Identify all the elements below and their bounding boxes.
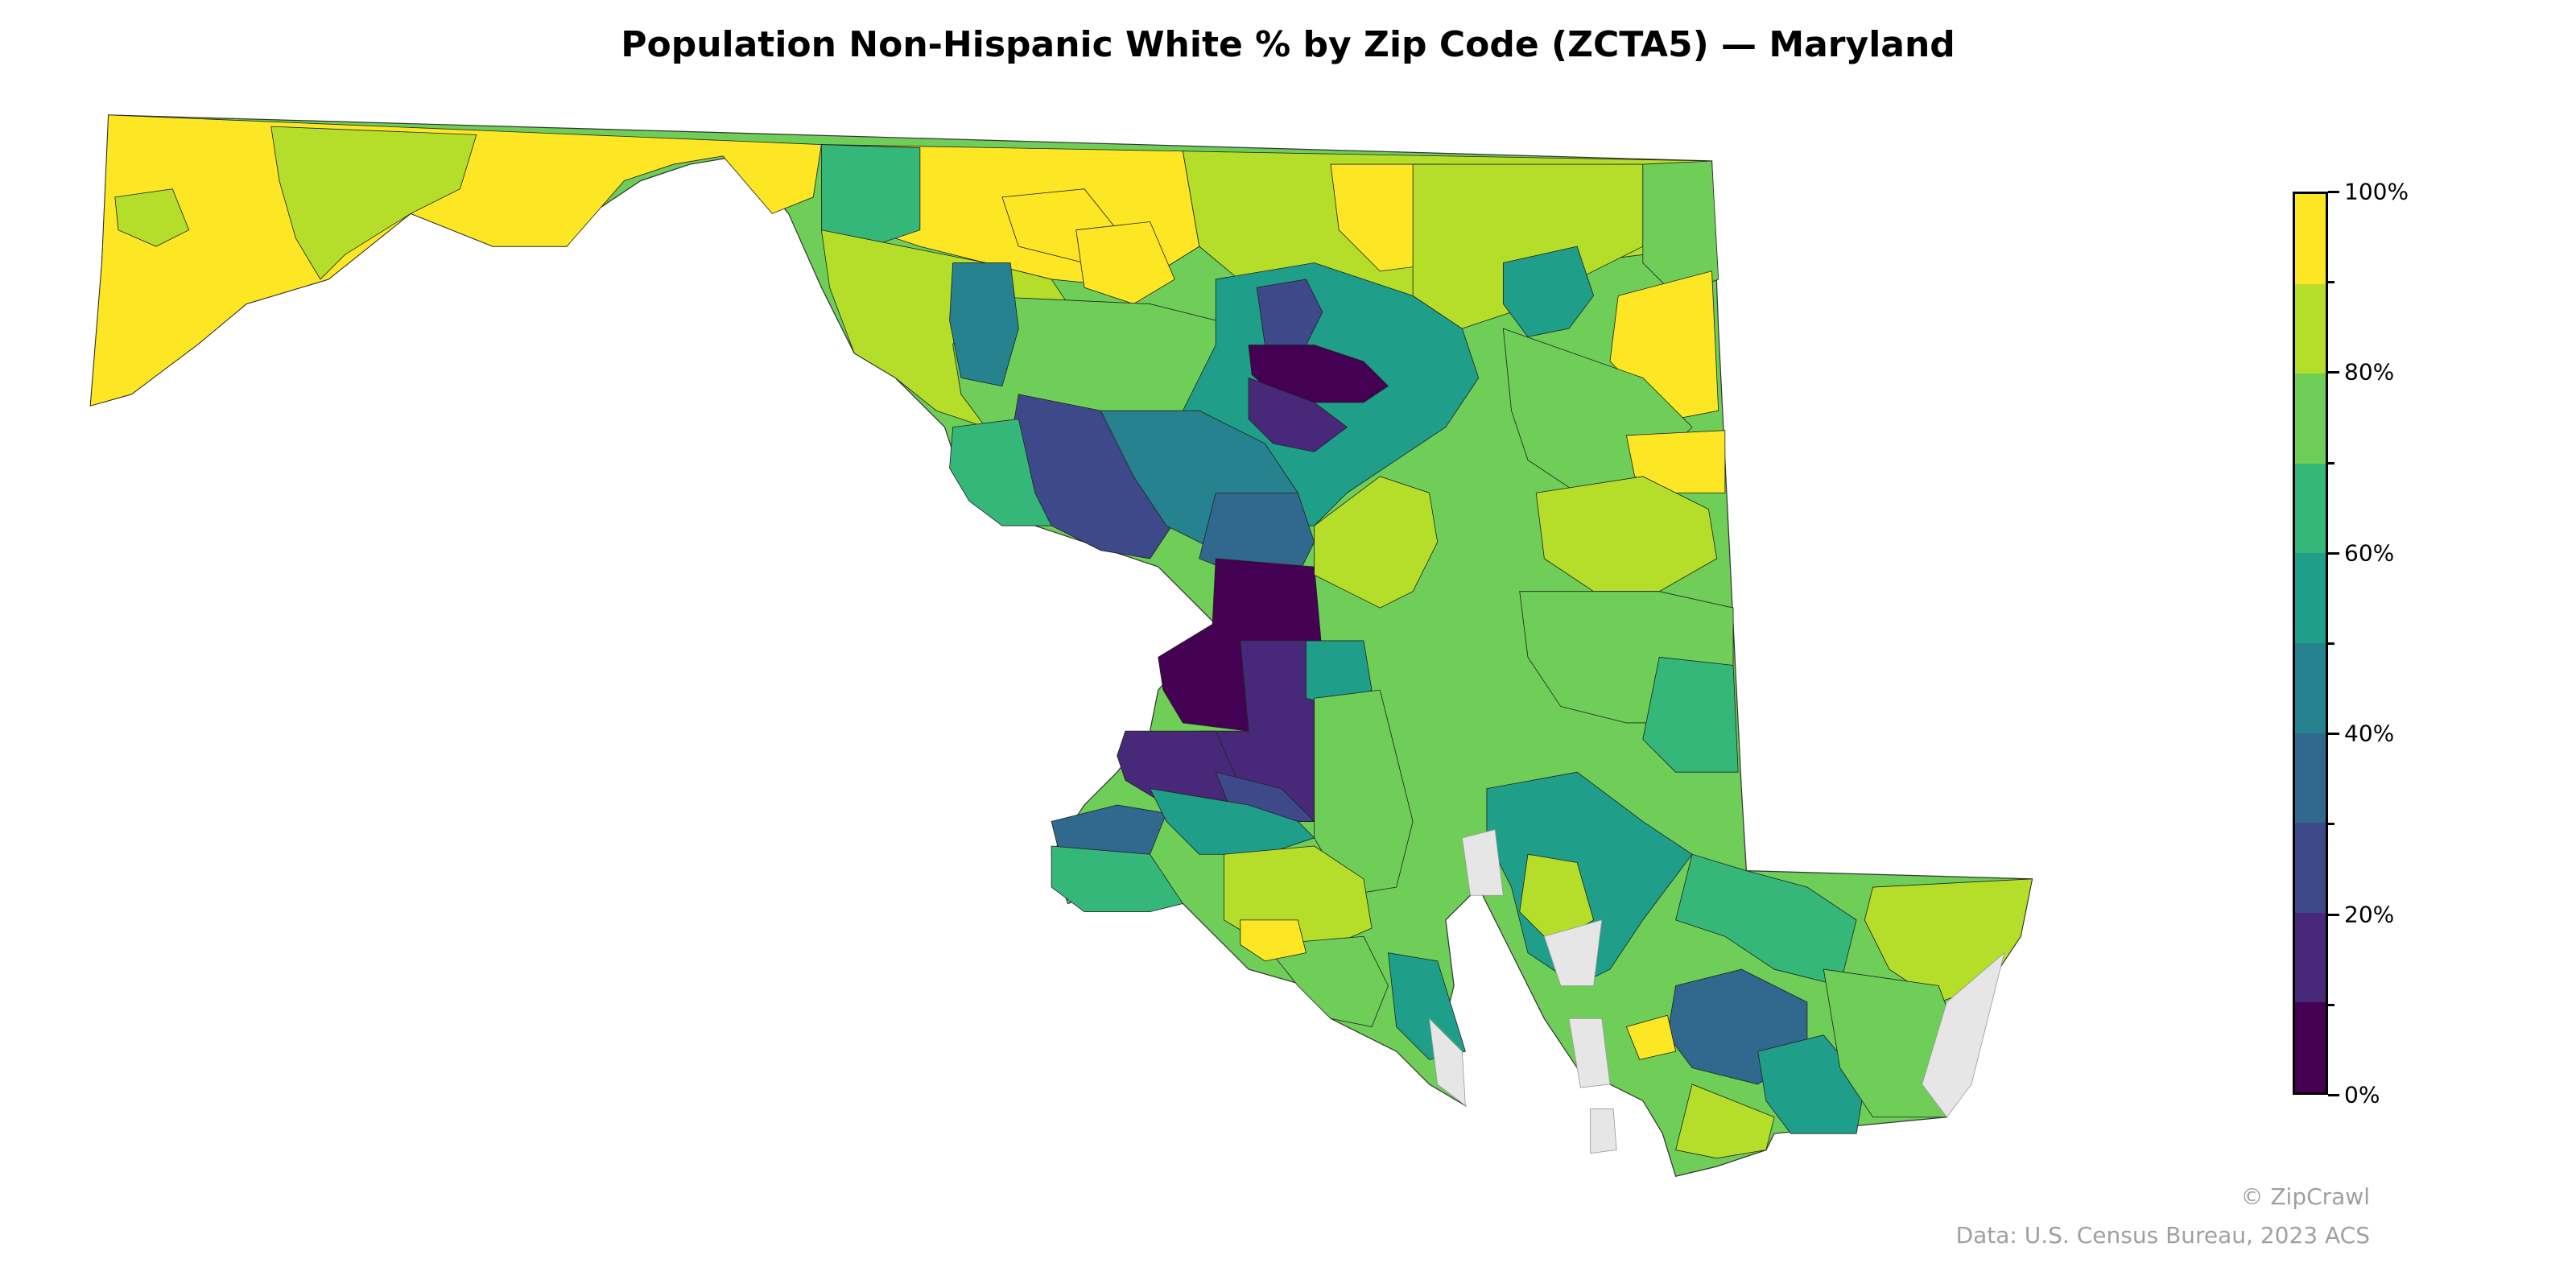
zip-region-baltimore-city-dark xyxy=(1248,345,1389,403)
copyright-text: © ZipCrawl xyxy=(2240,1183,2370,1210)
zip-region-washington-green-patch xyxy=(114,188,190,247)
zip-region-somerset-teal xyxy=(1757,1034,1865,1134)
zip-region-charles-south-teal xyxy=(1149,788,1315,855)
zip-region-baltimore-city-purple xyxy=(1248,377,1348,452)
zip-region-hancock-green xyxy=(270,126,477,280)
no-data-areas xyxy=(1428,829,2005,1154)
data-source-text: Data: U.S. Census Bureau, 2023 ACS xyxy=(1955,1222,2370,1249)
no-data-area xyxy=(1590,1108,1617,1154)
colorbar-minor-tick xyxy=(2328,461,2334,464)
colorbar-minor-tick xyxy=(2328,642,2334,645)
colorbar-minor-tick xyxy=(2328,823,2334,826)
colorbar-tick-label: 80% xyxy=(2344,358,2395,386)
zip-region-somerset-green xyxy=(1675,1084,1775,1159)
zip-region-hagerstown-teal xyxy=(821,144,921,247)
zip-region-central-yellow-2 xyxy=(1075,221,1175,304)
zip-region-dorchester-teal xyxy=(1486,771,1693,986)
colorbar xyxy=(2293,192,2328,1095)
zip-region-kent-yellow xyxy=(1625,430,1726,493)
colorbar-tick-label: 40% xyxy=(2344,720,2395,747)
zip-region-queen-annes-green xyxy=(1535,476,1718,592)
zip-regions xyxy=(89,114,2033,1159)
no-data-area xyxy=(1568,1018,1611,1088)
colorbar-major-tick xyxy=(2328,733,2339,736)
zip-region-montgomery-west-green xyxy=(949,418,1052,526)
zip-region-calvert-green xyxy=(1314,689,1414,896)
zip-region-western-panhandle xyxy=(89,114,822,407)
zip-region-baltimore-north-blue xyxy=(1256,279,1323,345)
colorbar-bin xyxy=(2295,283,2326,374)
colorbar-bin xyxy=(2295,463,2326,554)
colorbar-major-tick xyxy=(2328,1094,2339,1096)
no-data-area xyxy=(1428,1018,1466,1107)
no-data-area xyxy=(1543,919,1603,986)
zip-region-charles-south-green xyxy=(1051,845,1184,913)
colorbar-minor-tick xyxy=(2328,281,2334,284)
colorbar-bin xyxy=(2295,194,2326,284)
zip-region-leonardtown-yellow xyxy=(1240,919,1307,962)
no-data-area xyxy=(1922,952,2005,1118)
colorbar-major-tick xyxy=(2328,371,2339,374)
colorbar-tick-label: 0% xyxy=(2344,1081,2380,1108)
colorbar-bin xyxy=(2295,642,2326,733)
colorbar-major-tick xyxy=(2328,551,2339,555)
colorbar-tick-label: 60% xyxy=(2344,539,2395,567)
colorbar-bin xyxy=(2295,733,2326,824)
zip-region-teal-frederick-east xyxy=(949,262,1019,387)
zip-region-harford-teal xyxy=(1502,246,1595,337)
colorbar-minor-tick xyxy=(2328,1003,2334,1006)
colorbar-bin xyxy=(2295,823,2326,913)
colorbar-bin xyxy=(2295,374,2326,464)
map-title: Population Non-Hispanic White % by Zip C… xyxy=(621,24,1955,65)
zip-region-crisfield-yellow xyxy=(1625,1014,1677,1060)
colorbar-bin xyxy=(2295,912,2326,1003)
colorbar-bin xyxy=(2295,1002,2326,1092)
colorbar-major-tick xyxy=(2328,913,2339,916)
zip-region-anne-arundel-green xyxy=(1314,476,1439,609)
colorbar-tick-label: 20% xyxy=(2344,901,2395,928)
zip-region-st-marys-green xyxy=(1264,935,1389,1027)
colorbar-major-tick xyxy=(2328,191,2339,193)
zip-region-caroline-teal xyxy=(1642,656,1739,773)
no-data-area xyxy=(1461,829,1504,896)
colorbar-bin xyxy=(2295,553,2326,643)
colorbar-tick-label: 100% xyxy=(2344,178,2409,205)
